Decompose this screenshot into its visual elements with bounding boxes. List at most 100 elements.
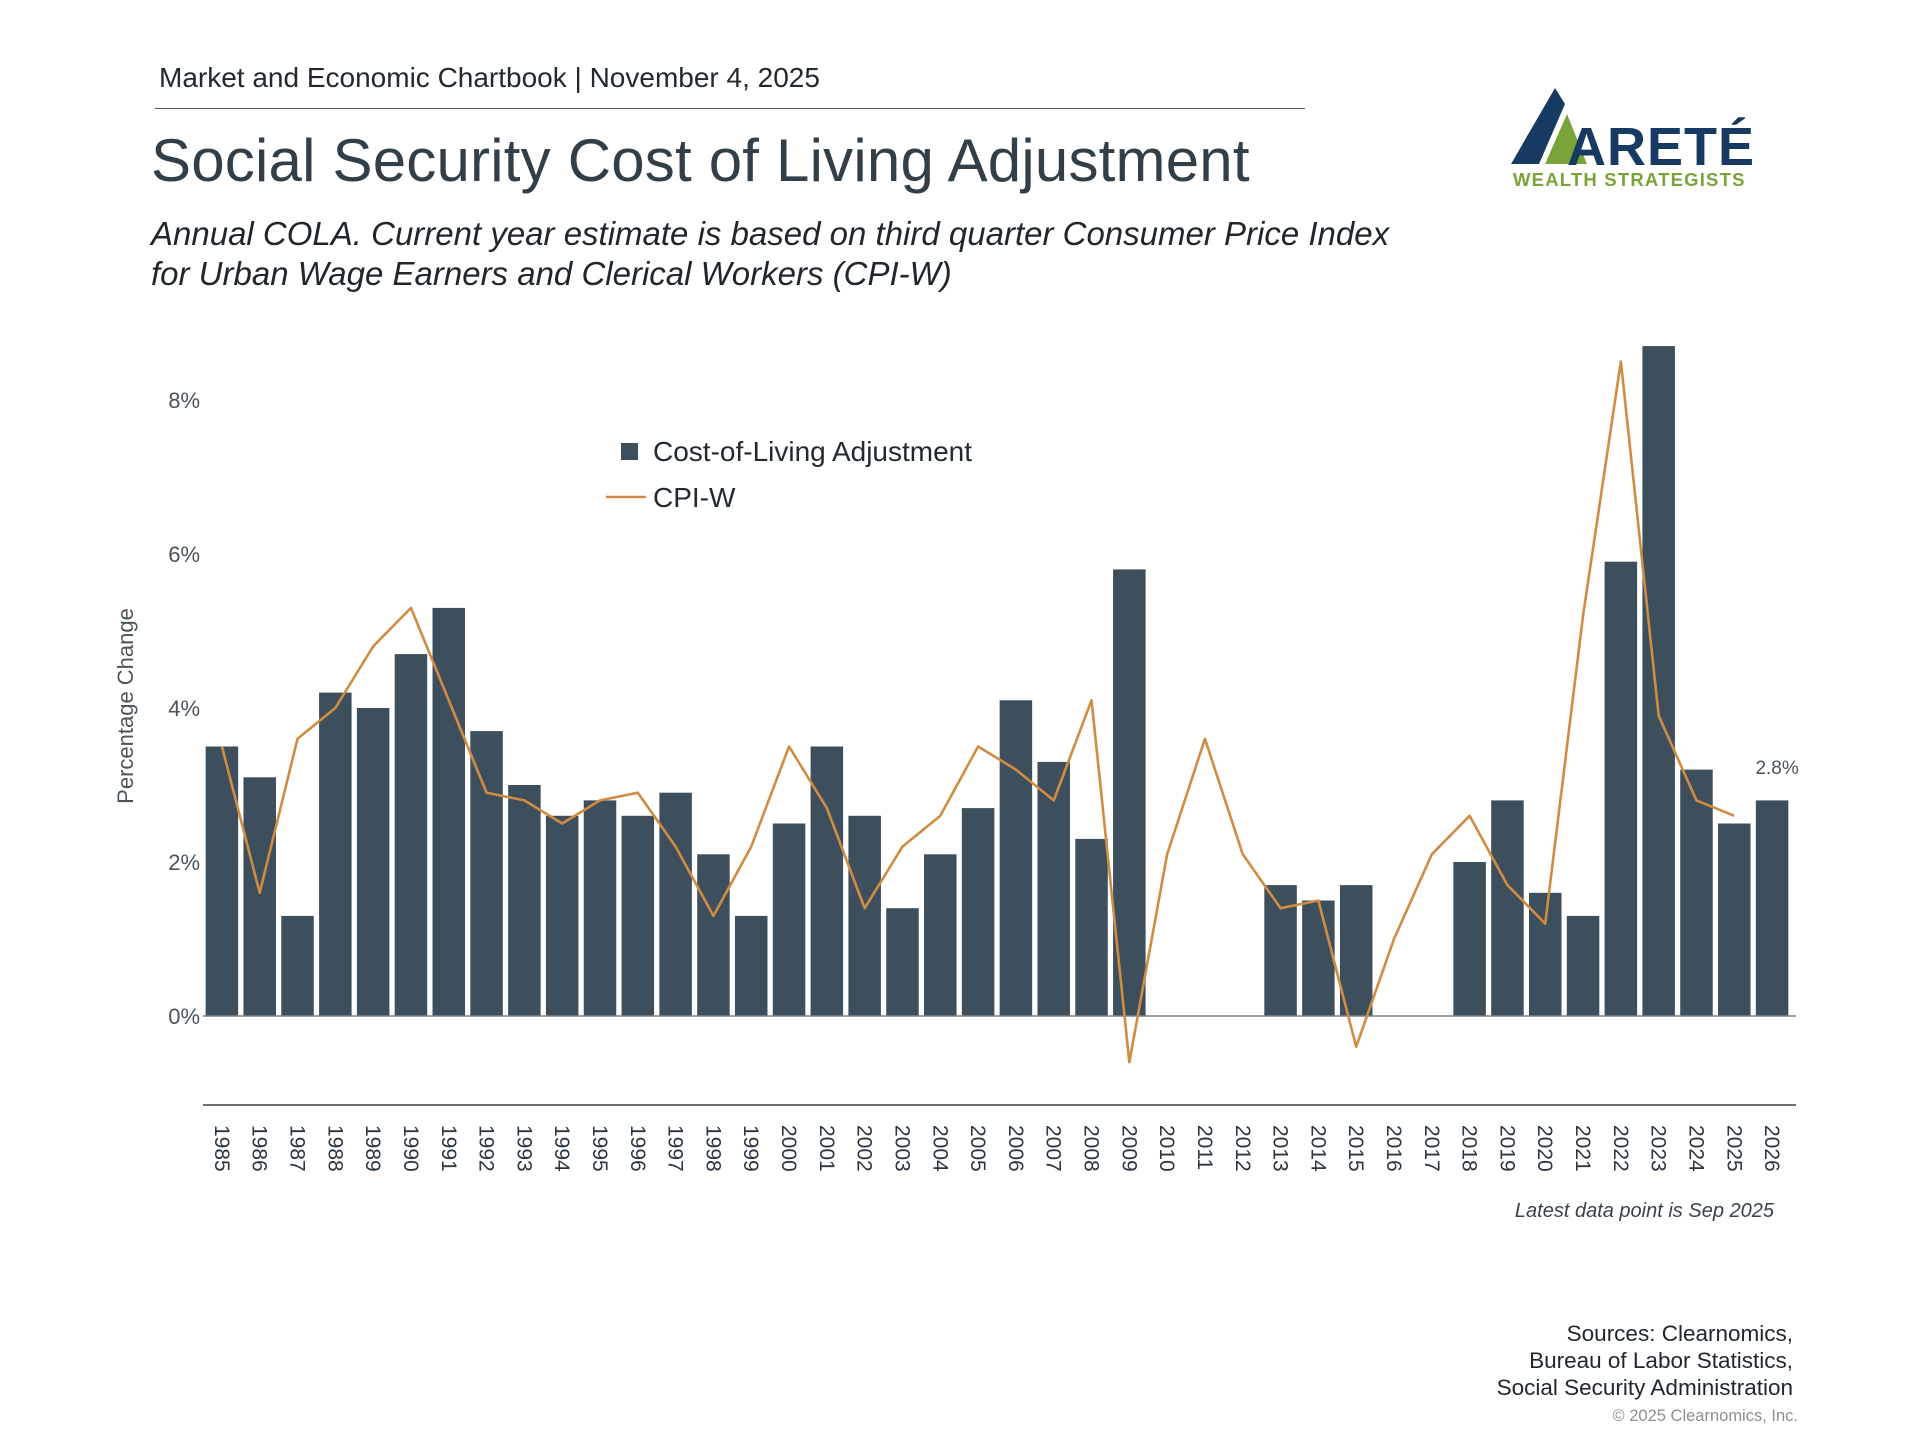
cola-bar <box>1453 862 1486 1016</box>
x-tick-label: 2025 <box>1722 1125 1745 1172</box>
cola-bar <box>621 815 655 1016</box>
arete-logo: ARETÉ WEALTH STRATEGISTS <box>1505 84 1755 196</box>
x-tick-label: 2001 <box>815 1125 838 1172</box>
x-tick-label: 1995 <box>588 1125 611 1172</box>
x-tick-label: 2002 <box>853 1125 876 1172</box>
x-tick-label: 1991 <box>437 1125 460 1172</box>
x-tick-label: 2021 <box>1571 1125 1594 1172</box>
x-tick-label: 2013 <box>1269 1125 1292 1172</box>
x-tick-label: 2015 <box>1344 1125 1367 1172</box>
y-axis-label: Percentage Change <box>113 608 138 804</box>
page-title: Social Security Cost of Living Adjustmen… <box>151 127 1250 194</box>
legend-label-cpiw: CPI-W <box>653 482 736 513</box>
legend-label-cola: Cost-of-Living Adjustment <box>653 436 972 467</box>
x-tick-label: 2026 <box>1760 1125 1783 1172</box>
copyright: © 2025 Clearnomics, Inc. <box>1612 1407 1799 1425</box>
sources-block: Sources: Clearnomics, Bureau of Labor St… <box>1497 1320 1793 1401</box>
x-tick-label: 2000 <box>777 1125 800 1172</box>
cola-bar <box>1302 900 1335 1016</box>
logo-wordmark: ARETÉ <box>1567 117 1756 177</box>
x-tick-label: 2017 <box>1420 1125 1443 1172</box>
cola-bar <box>1680 769 1713 1016</box>
x-tick-label: 1989 <box>361 1125 384 1172</box>
cola-bar <box>734 915 768 1016</box>
cola-bar <box>508 785 541 1016</box>
x-tick-label: 2011 <box>1193 1125 1216 1170</box>
cola-bar <box>697 854 730 1016</box>
cola-bar <box>243 777 276 1016</box>
x-tick-label: 2024 <box>1684 1125 1707 1172</box>
cola-bar <box>1037 761 1070 1016</box>
y-tick-label: 2% <box>168 850 200 875</box>
cola-bar <box>886 908 919 1016</box>
cola-bar <box>319 692 352 1016</box>
header-divider <box>155 108 1305 109</box>
y-tick-label: 6% <box>168 542 200 567</box>
cola-bar <box>394 654 428 1016</box>
y-tick-label: 4% <box>168 696 200 721</box>
cola-bar <box>848 815 881 1016</box>
page-subtitle: Annual COLA. Current year estimate is ba… <box>151 215 1390 292</box>
cola-bar <box>356 708 390 1016</box>
cola-bar <box>999 700 1033 1016</box>
y-tick-label: 8% <box>168 388 200 413</box>
cola-bar <box>1642 346 1675 1017</box>
x-tick-label: 1990 <box>399 1125 422 1172</box>
cola-bar <box>1075 838 1108 1016</box>
cola-bar <box>1755 800 1789 1016</box>
x-tick-label: 1993 <box>512 1125 535 1172</box>
x-tick-label: 2006 <box>1004 1125 1027 1172</box>
mountain-logo-icon <box>1511 88 1587 164</box>
cola-bar <box>1566 915 1600 1016</box>
x-tick-label: 1999 <box>739 1125 762 1172</box>
cpiw-line <box>220 360 1735 1064</box>
cola-bar <box>961 808 995 1016</box>
x-tick-label: 2010 <box>1155 1125 1178 1172</box>
logo-tagline: WEALTH STRATEGISTS <box>1513 169 1746 190</box>
y-tick-label: 0% <box>168 1004 200 1029</box>
x-tick-label: 2022 <box>1609 1125 1632 1172</box>
cola-bar <box>924 854 957 1016</box>
cola-bar <box>1718 823 1751 1016</box>
source-line: Sources: Clearnomics, <box>1566 1321 1793 1346</box>
x-tick-label: 2005 <box>966 1125 989 1172</box>
x-tick-label: 2014 <box>1306 1125 1329 1172</box>
x-tick-label: 1987 <box>286 1125 309 1172</box>
bar-annotation: 2.8% <box>1755 758 1798 779</box>
x-tick-label: 2012 <box>1231 1125 1254 1172</box>
cola-bar <box>1491 800 1524 1016</box>
cola-bar <box>1604 561 1638 1016</box>
cola-bar <box>1113 569 1146 1016</box>
x-tick-label: 2019 <box>1495 1125 1518 1172</box>
cola-bar <box>470 731 503 1016</box>
cola-bar <box>1339 885 1373 1016</box>
x-tick-label: 2007 <box>1042 1125 1065 1172</box>
cola-bar <box>810 746 844 1016</box>
x-tick-label: 1997 <box>664 1125 687 1172</box>
x-tick-label: 2018 <box>1458 1125 1481 1172</box>
cola-bar <box>772 823 806 1016</box>
x-tick-label: 2003 <box>890 1125 913 1172</box>
x-tick-label: 1996 <box>626 1125 649 1172</box>
cola-bar <box>545 815 579 1016</box>
chartbook-header: Market and Economic Chartbook | November… <box>159 62 820 93</box>
x-tick-label: 1986 <box>248 1125 271 1172</box>
latest-data-note: Latest data point is Sep 2025 <box>1514 1200 1774 1222</box>
x-tick-label: 2020 <box>1533 1125 1556 1172</box>
x-tick-label: 1994 <box>550 1125 573 1172</box>
cola-bar <box>583 800 617 1016</box>
x-tick-label: 2016 <box>1382 1125 1405 1172</box>
x-tick-label: 2008 <box>1080 1125 1103 1172</box>
x-tick-label: 2009 <box>1117 1125 1140 1172</box>
x-tick-label: 2023 <box>1647 1125 1670 1172</box>
cola-bar <box>281 915 314 1016</box>
x-tick-label: 1998 <box>701 1125 724 1172</box>
chart-legend: Cost-of-Living Adjustment CPI-W <box>606 436 972 513</box>
x-tick-label: 1985 <box>210 1125 233 1172</box>
source-line: Social Security Administration <box>1496 1375 1793 1400</box>
legend-swatch-cola <box>621 443 638 460</box>
x-tick-label: 2004 <box>928 1125 951 1172</box>
x-tick-label: 1992 <box>475 1125 498 1172</box>
cola-bar <box>659 792 692 1016</box>
